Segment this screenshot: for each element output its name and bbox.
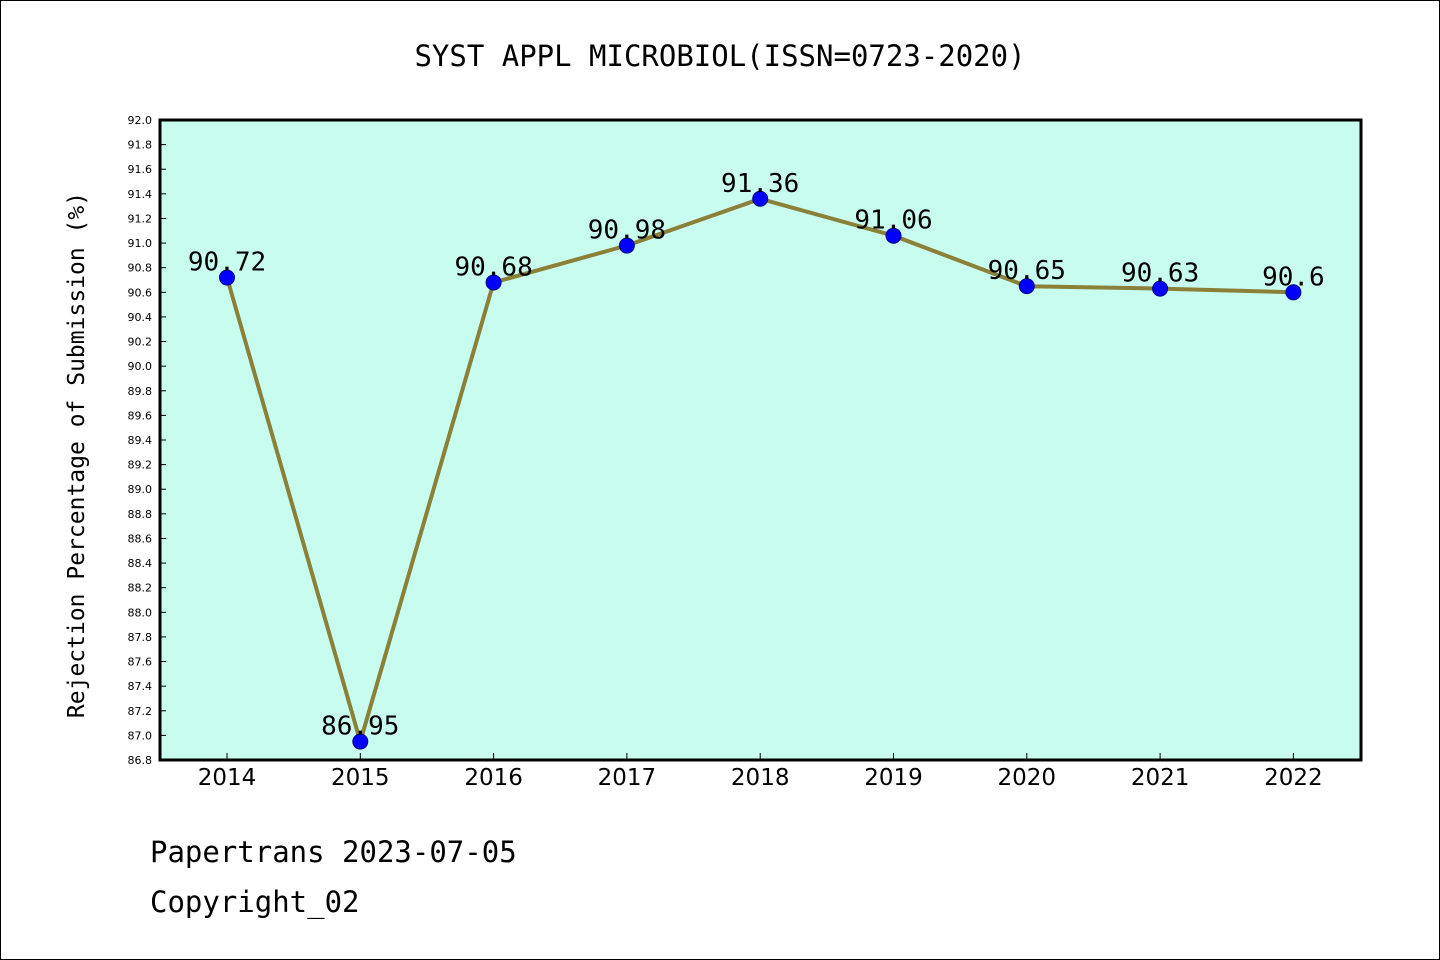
chart-title: SYST APPL MICROBIOL(ISSN=0723-2020) xyxy=(414,39,1025,73)
y-tick-label: 88.4 xyxy=(128,557,153,570)
y-tick-label: 89.2 xyxy=(128,459,153,472)
y-tick-label: 90.0 xyxy=(128,360,153,373)
data-point xyxy=(1152,280,1169,297)
plot-area xyxy=(158,118,1363,762)
y-tick-label: 87.6 xyxy=(128,656,153,669)
y-tick-label: 89.6 xyxy=(128,409,153,422)
data-point xyxy=(1285,284,1302,301)
y-tick-label: 86.8 xyxy=(128,754,153,767)
y-tick-label: 90.8 xyxy=(128,262,153,275)
y-tick-label: 91.8 xyxy=(128,139,153,152)
y-tick-label: 90.2 xyxy=(128,336,153,349)
y-tick-label: 87.0 xyxy=(128,729,153,742)
y-axis-label: Rejection Percentage of Submission (%) xyxy=(64,192,90,718)
data-label: 90.68 xyxy=(454,252,532,282)
x-tick-label: 2014 xyxy=(198,765,257,791)
data-label: 90.63 xyxy=(1121,259,1199,289)
data-point xyxy=(485,274,502,291)
x-tick-label: 2021 xyxy=(1131,765,1190,791)
y-tick-label: 91.4 xyxy=(128,188,153,201)
data-labels: 90.72 86.95 90.68 90.98 91.36 91.06 90.65 90.63… xyxy=(188,169,1325,742)
y-tick-label: 87.2 xyxy=(128,705,153,718)
y-tick-label: 88.8 xyxy=(128,508,153,521)
x-axis: 2014 2015 2016 2017 2018 2019 2020 2021 2022 xyxy=(198,753,1323,791)
footer-date: Papertrans 2023-07-05 xyxy=(150,835,517,869)
y-tick-label: 91.2 xyxy=(128,212,153,225)
x-tick-label: 2018 xyxy=(731,765,790,791)
y-tick-label: 88.6 xyxy=(128,532,153,545)
data-label: 90.72 xyxy=(188,248,266,278)
y-tick-label: 88.2 xyxy=(128,582,153,595)
data-label: 91.06 xyxy=(854,206,932,236)
x-tick-label: 2022 xyxy=(1264,765,1323,791)
y-tick-label: 88.0 xyxy=(128,606,153,619)
x-tick-label: 2016 xyxy=(464,765,523,791)
data-point xyxy=(618,237,635,254)
x-tick-label: 2020 xyxy=(998,765,1057,791)
data-point xyxy=(752,190,769,207)
data-label: 90.98 xyxy=(588,216,666,246)
y-tick-label: 92.0 xyxy=(128,114,153,127)
y-tick-label: 90.4 xyxy=(128,311,153,324)
data-label: 91.36 xyxy=(721,169,799,199)
y-tick-label: 91.6 xyxy=(128,163,153,176)
data-point xyxy=(1018,278,1035,295)
x-tick-label: 2015 xyxy=(331,765,390,791)
y-tick-label: 87.4 xyxy=(128,680,153,693)
y-tick-label: 89.8 xyxy=(128,385,153,398)
y-tick-label: 91.0 xyxy=(128,237,153,250)
y-tick-label: 89.0 xyxy=(128,483,153,496)
footer-copyright: Copyright_02 xyxy=(150,885,360,919)
y-tick-label: 89.4 xyxy=(128,434,153,447)
x-tick-label: 2017 xyxy=(598,765,657,791)
y-axis: 86.8 87.0 87.2 87.4 87.6 87.8 88.0 88.2 88.4 88.6… xyxy=(128,114,166,767)
data-label: 90.65 xyxy=(988,256,1066,286)
data-label: 86.95 xyxy=(321,712,399,742)
data-point xyxy=(885,227,902,244)
y-tick-label: 87.8 xyxy=(128,631,153,644)
data-point xyxy=(352,733,369,750)
data-label: 90.6 xyxy=(1262,262,1325,292)
data-point xyxy=(219,269,235,286)
x-tick-label: 2019 xyxy=(864,765,923,791)
data-points xyxy=(219,190,1302,750)
y-tick-label: 90.6 xyxy=(128,286,153,299)
